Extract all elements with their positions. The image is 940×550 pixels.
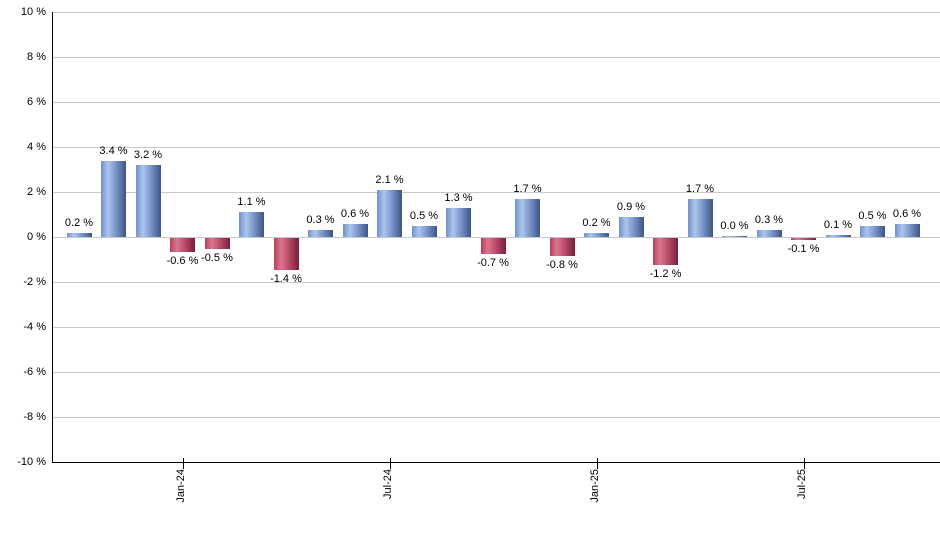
bar[interactable] <box>135 165 161 237</box>
bar[interactable] <box>860 225 885 237</box>
bar[interactable] <box>446 207 471 237</box>
gridline <box>53 282 940 283</box>
gridline <box>53 57 940 58</box>
bar[interactable] <box>549 238 575 256</box>
bar-value-label: 0.5 % <box>858 209 887 222</box>
bar-value-label: -1.2 % <box>649 268 682 280</box>
gridline <box>53 327 940 328</box>
bar[interactable] <box>756 230 782 237</box>
bar-value-label: 1.3 % <box>444 191 473 204</box>
bar[interactable] <box>480 238 506 254</box>
bar[interactable] <box>308 230 333 237</box>
bar-value-label: 1.7 % <box>685 182 715 195</box>
bar-value-label: 0.2 % <box>64 216 94 229</box>
y-axis-tick-label: 4 % <box>27 141 46 153</box>
gridline <box>53 192 940 193</box>
bar-value-label: 0.2 % <box>582 216 611 229</box>
bar-value-label: 0.9 % <box>616 200 646 213</box>
gridline <box>53 372 940 373</box>
bar-value-label: 0.6 % <box>892 207 922 220</box>
bar-value-label: 0.6 % <box>340 207 370 220</box>
bar[interactable] <box>101 160 126 237</box>
x-axis-tick-mark <box>182 458 184 469</box>
bar-value-label: 3.2 % <box>133 149 163 161</box>
y-axis-tick-label: 10 % <box>20 6 46 18</box>
bar[interactable] <box>687 198 713 237</box>
x-axis-tick-label: Jan-25 <box>588 469 601 503</box>
bar-value-label: 0.5 % <box>409 209 439 222</box>
bar-value-label: 1.1 % <box>237 196 266 209</box>
bar-value-label: -1.4 % <box>270 272 302 285</box>
bar[interactable] <box>66 232 92 237</box>
y-axis-tick-label: 6 % <box>27 96 46 108</box>
bar-value-label: -0.1 % <box>787 243 820 256</box>
y-axis-tick-label: 0 % <box>27 231 46 243</box>
y-axis-tick-label: 2 % <box>27 186 46 198</box>
bar-value-label: -0.7 % <box>477 256 509 269</box>
bar[interactable] <box>825 234 851 237</box>
x-axis-tick-mark <box>803 458 805 469</box>
bar[interactable] <box>273 238 299 270</box>
bar[interactable] <box>653 238 678 265</box>
bar[interactable] <box>584 232 609 237</box>
bar[interactable] <box>515 198 540 237</box>
y-axis-tick-label: -8 % <box>23 411 46 423</box>
bar[interactable] <box>204 238 230 250</box>
gridline <box>53 147 940 148</box>
gridline <box>53 417 940 418</box>
gridline <box>53 102 940 103</box>
y-axis-line <box>52 12 53 463</box>
bar-value-label: 3.4 % <box>99 144 128 157</box>
bar[interactable] <box>170 238 195 252</box>
x-axis-tick-label: Jul-24 <box>381 469 394 499</box>
x-axis-tick-mark <box>596 458 598 469</box>
y-axis-tick-label: 8 % <box>27 51 46 63</box>
bar-value-label: -0.6 % <box>166 254 199 267</box>
y-axis-tick-label: -10 % <box>17 456 46 468</box>
gridline <box>53 237 940 238</box>
bar[interactable] <box>342 223 368 237</box>
bar[interactable] <box>377 189 402 237</box>
bar[interactable] <box>791 238 816 241</box>
gridline <box>53 12 940 13</box>
bar-value-label: 0.0 % <box>720 220 749 232</box>
bar-value-label: 0.3 % <box>306 214 335 227</box>
x-axis-tick-label: Jul-25 <box>795 469 808 499</box>
y-axis-tick-label: -4 % <box>23 321 46 333</box>
bar-value-label: 1.7 % <box>513 182 542 195</box>
bar-value-label: 0.1 % <box>823 218 853 231</box>
x-axis-tick-label: Jan-24 <box>174 469 187 503</box>
bar-value-label: 0.3 % <box>754 214 784 227</box>
y-axis-tick-label: -2 % <box>23 276 46 288</box>
y-axis-tick-label: -6 % <box>23 366 46 378</box>
bar-value-label: -0.8 % <box>546 259 578 271</box>
x-axis-tick-mark <box>389 458 391 469</box>
bar[interactable] <box>239 212 264 237</box>
bar[interactable] <box>894 223 920 237</box>
x-axis-line <box>52 462 940 463</box>
bar[interactable] <box>722 236 747 237</box>
bar[interactable] <box>618 216 644 237</box>
bar-value-label: -0.5 % <box>201 252 233 265</box>
bar-value-label: 2.1 % <box>375 173 404 186</box>
bar[interactable] <box>411 225 437 237</box>
